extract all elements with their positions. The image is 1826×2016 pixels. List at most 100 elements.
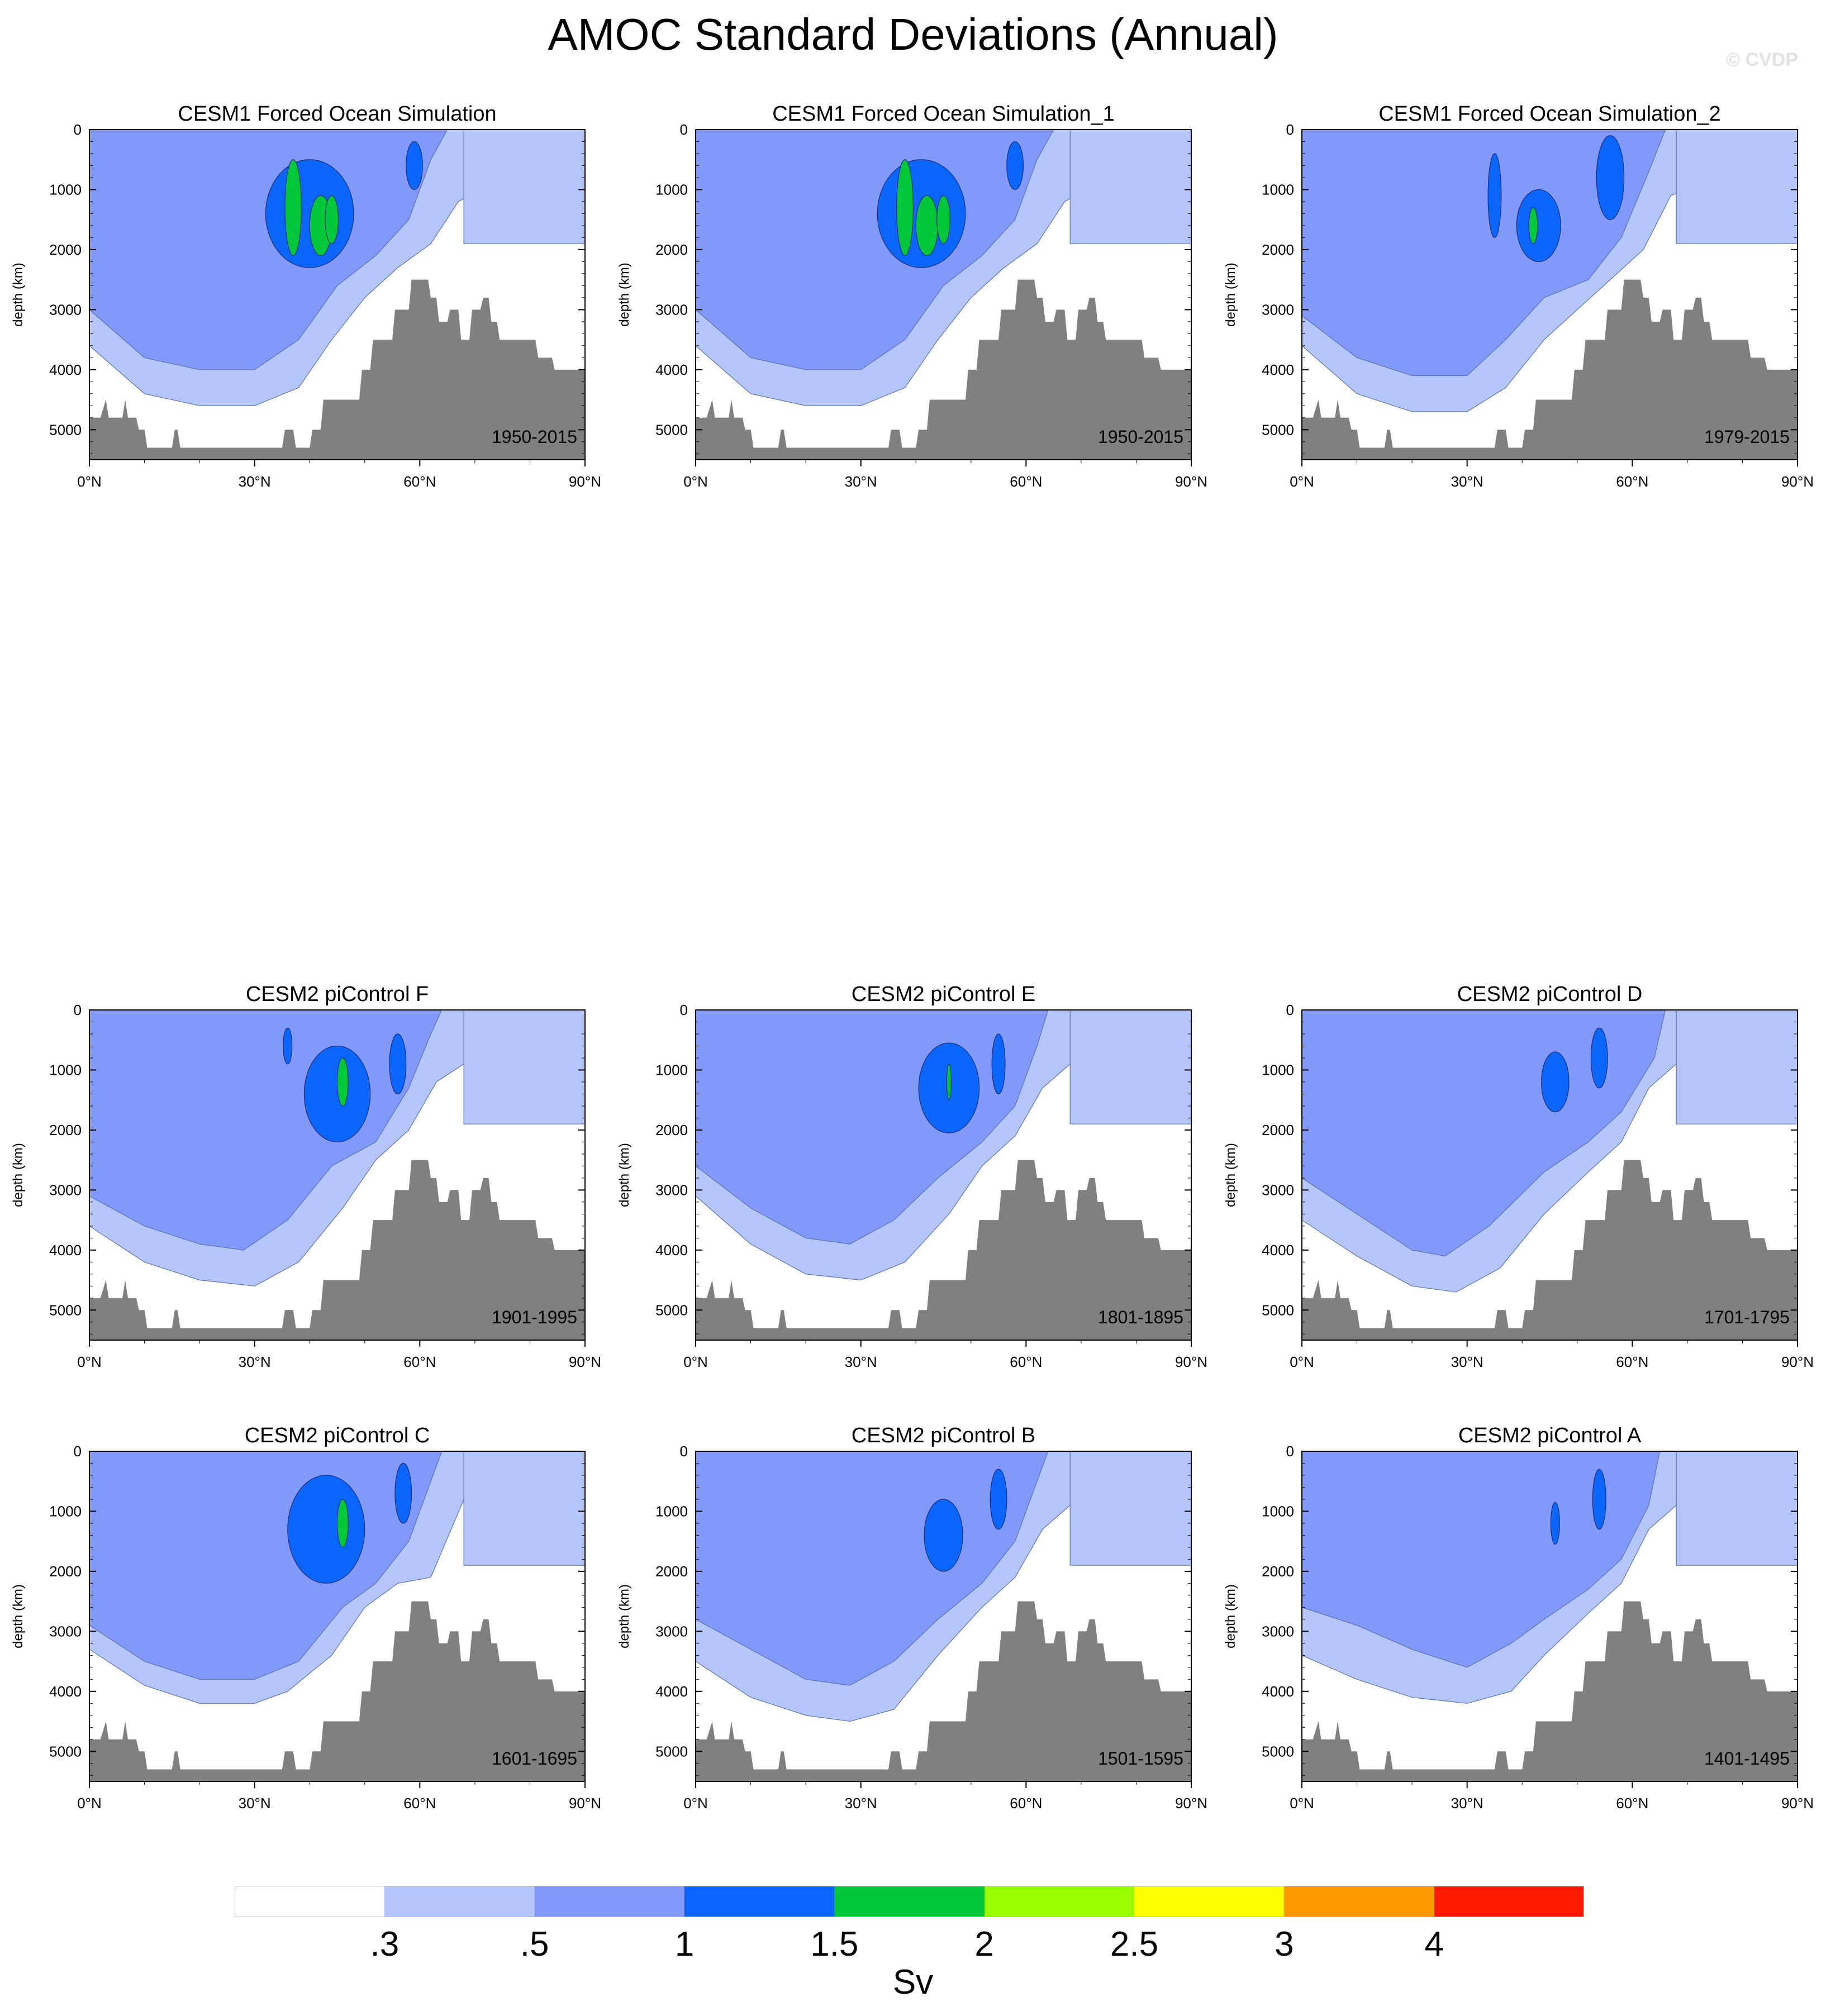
amoc-panel: CESM1 Forced Ocean Simulation 0 1000 2000 30… — [11, 102, 601, 490]
contour-core — [1541, 1051, 1570, 1113]
colorbar — [235, 1886, 1584, 1917]
panel-title: CESM1 Forced Ocean Simulation_2 — [1378, 102, 1721, 126]
period-label: 1979-2015 — [1704, 427, 1790, 447]
plot-frame — [89, 1451, 586, 1782]
panel-plot: 0 1000 2000 3000 4000 5000 0°N 30°N 60°N 90°N dept… — [617, 1443, 1207, 1812]
y-tick-label: 3000 — [655, 301, 688, 318]
seafloor-mask — [89, 1160, 585, 1340]
contour-core — [1487, 153, 1502, 239]
colorbar-box — [834, 1886, 985, 1917]
seafloor-mask — [89, 279, 585, 460]
colorbar-level-label: 2 — [974, 1925, 994, 1963]
y-tick-label: 2000 — [49, 241, 82, 258]
contour-core — [1528, 207, 1538, 244]
amoc-panel: CESM2 piControl C 0 1000 2000 3000 4000 5000 0°… — [11, 1424, 601, 1812]
panel-plot: 0 1000 2000 3000 4000 5000 0°N 30°N 60°N 90°N dept… — [1223, 121, 1814, 490]
contour-core — [915, 195, 939, 256]
panel-plot: 0 1000 2000 3000 4000 5000 0°N 30°N 60°N 90°N dept… — [11, 1002, 601, 1370]
x-tick-label: 0°N — [683, 1795, 708, 1812]
x-tick-label: 60°N — [1616, 1353, 1648, 1370]
y-tick-label: 3000 — [49, 1623, 82, 1640]
contour-core — [990, 1469, 1007, 1530]
x-tick-label: 90°N — [1175, 473, 1207, 490]
contour-core — [1596, 135, 1625, 220]
y-axis-label: depth (km) — [617, 1584, 632, 1648]
panel-title: CESM1 Forced Ocean Simulation — [178, 102, 497, 126]
x-tick-label: 90°N — [1175, 1795, 1207, 1812]
period-label: 1950-2015 — [1098, 427, 1183, 447]
colorbar-box — [235, 1886, 385, 1917]
contour-band-05-1 — [1301, 1009, 1666, 1257]
y-tick-label: 3000 — [49, 1181, 82, 1198]
y-tick-label: 4000 — [655, 1242, 688, 1259]
y-axis-label: depth (km) — [1223, 263, 1238, 327]
contour-band-05-1 — [1301, 129, 1666, 376]
panel-plot: 0 1000 2000 3000 4000 5000 0°N 30°N 60°N 90°N dept… — [1223, 1002, 1814, 1370]
y-tick-label: 5000 — [655, 1743, 688, 1760]
y-tick-label: 0 — [1286, 1443, 1294, 1460]
arctic-band — [1069, 1009, 1192, 1124]
y-tick-label: 2000 — [1262, 241, 1294, 258]
contour-core — [336, 1057, 349, 1107]
y-tick-label: 5000 — [1262, 421, 1294, 438]
y-axis-label: depth (km) — [11, 1584, 26, 1648]
contour-core — [1006, 141, 1024, 190]
colorbar-level-label: .3 — [370, 1925, 400, 1963]
contour-band-05-1 — [1301, 1451, 1661, 1668]
y-tick-label: 0 — [1286, 121, 1294, 138]
arctic-band — [463, 1009, 586, 1124]
plot-frame — [695, 129, 1192, 460]
x-tick-label: 30°N — [239, 473, 271, 490]
panel-plot: 0 1000 2000 3000 4000 5000 0°N 30°N 60°N 90°N dept… — [617, 1002, 1207, 1370]
panel-plot: 0 1000 2000 3000 4000 5000 0°N 30°N 60°N 90°N dept… — [1223, 1443, 1814, 1812]
x-tick-label: 90°N — [569, 1353, 601, 1370]
x-tick-label: 30°N — [1451, 473, 1483, 490]
x-tick-label: 90°N — [1781, 1795, 1814, 1812]
x-tick-label: 0°N — [77, 1353, 102, 1370]
contour-core — [924, 1499, 963, 1572]
amoc-panel: CESM1 Forced Ocean Simulation_2 0 1000 2000… — [1223, 102, 1814, 490]
panel-title: CESM2 piControl E — [851, 983, 1036, 1006]
x-tick-label: 60°N — [1010, 1795, 1042, 1812]
contour-band-05-1 — [89, 129, 448, 370]
contour-band-05-1 — [695, 1451, 1049, 1686]
colorbar-units: Sv — [892, 1963, 934, 2001]
y-axis-label: depth (km) — [11, 1143, 26, 1207]
x-tick-label: 60°N — [1616, 473, 1648, 490]
contour-core — [283, 1027, 293, 1065]
amoc-panel: CESM2 piControl F 0 1000 2000 3000 4000 5000 0°… — [11, 983, 601, 1370]
plot-frame — [695, 1009, 1192, 1341]
contour-core — [896, 159, 914, 256]
colorbar-box — [384, 1886, 535, 1917]
x-tick-label: 30°N — [239, 1795, 271, 1812]
y-tick-label: 5000 — [49, 421, 82, 438]
y-tick-label: 3000 — [655, 1181, 688, 1198]
seafloor-mask — [89, 1601, 585, 1781]
x-tick-label: 0°N — [77, 1795, 102, 1812]
contour-core — [936, 195, 950, 244]
y-tick-label: 2000 — [49, 1122, 82, 1138]
y-tick-label: 3000 — [49, 301, 82, 318]
panel-plot: 0 1000 2000 3000 4000 5000 0°N 30°N 60°N 90°N dept… — [11, 121, 601, 490]
y-tick-label: 5000 — [49, 1743, 82, 1760]
y-tick-label: 5000 — [655, 1302, 688, 1318]
period-label: 1401-1495 — [1704, 1748, 1790, 1769]
x-tick-label: 90°N — [1781, 473, 1814, 490]
y-tick-label: 5000 — [49, 1302, 82, 1318]
y-tick-label: 3000 — [1262, 301, 1294, 318]
y-tick-label: 4000 — [49, 361, 82, 378]
x-tick-label: 0°N — [1290, 1353, 1314, 1370]
colorbar-box — [684, 1886, 835, 1917]
contour-core — [406, 141, 423, 190]
period-label: 1801-1895 — [1098, 1307, 1183, 1327]
panel-plot: 0 1000 2000 3000 4000 5000 0°N 30°N 60°N 90°N dept… — [11, 1443, 601, 1812]
y-tick-label: 2000 — [1262, 1563, 1294, 1580]
colorbar-box — [1134, 1886, 1285, 1917]
x-tick-label: 60°N — [1010, 473, 1042, 490]
y-axis-label: depth (km) — [1223, 1143, 1238, 1207]
plot-frame — [1301, 1009, 1798, 1341]
panel-title: CESM2 piControl C — [244, 1424, 430, 1447]
y-tick-label: 4000 — [1262, 361, 1294, 378]
contour-core — [284, 159, 302, 256]
arctic-band — [463, 129, 586, 244]
